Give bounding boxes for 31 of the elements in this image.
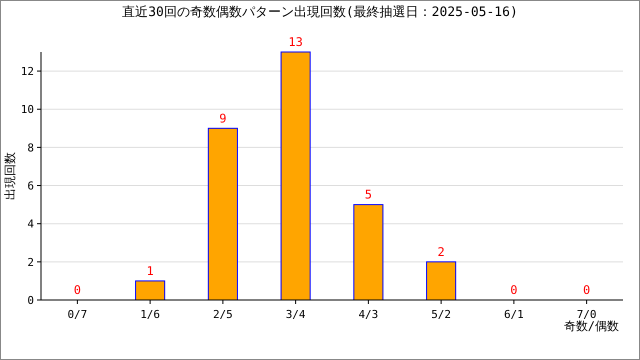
y-tick-label: 10 [20, 103, 34, 116]
x-tick-label: 0/7 [67, 308, 88, 321]
x-tick-label: 5/2 [431, 308, 452, 321]
y-tick-label: 4 [27, 218, 34, 231]
bar [353, 204, 384, 300]
data-label: 9 [219, 111, 226, 126]
data-label: 0 [510, 283, 518, 297]
y-tick-label: 6 [27, 180, 34, 193]
x-tick-label: 6/1 [504, 308, 524, 321]
data-label: 13 [288, 35, 303, 49]
bar [426, 261, 456, 300]
y-tick-label: 2 [27, 256, 34, 269]
data-label: 1 [146, 264, 154, 278]
x-tick-label: 3/4 [286, 308, 306, 321]
x-tick-label: 2/5 [212, 308, 233, 321]
data-label: 0 [74, 283, 81, 297]
y-axis-title: 出現回数 [3, 152, 17, 200]
x-tick-label: 7/0 [576, 308, 597, 321]
bar [135, 280, 166, 300]
bar [280, 52, 311, 300]
data-label: 2 [438, 244, 445, 259]
y-tick-label: 0 [27, 294, 34, 307]
y-tick-label: 8 [27, 141, 34, 154]
data-label: 5 [364, 188, 372, 202]
x-tick-label: 1/6 [140, 308, 160, 321]
data-label: 0 [583, 283, 590, 297]
x-axis-title: 奇数/偶数 [564, 319, 619, 333]
bar [208, 128, 238, 300]
y-tick-label: 12 [20, 65, 34, 78]
chart-title: 直近30回の奇数偶数パターン出現回数(最終抽選日：2025-05-16) [122, 5, 518, 20]
x-tick-label: 4/3 [358, 308, 378, 321]
